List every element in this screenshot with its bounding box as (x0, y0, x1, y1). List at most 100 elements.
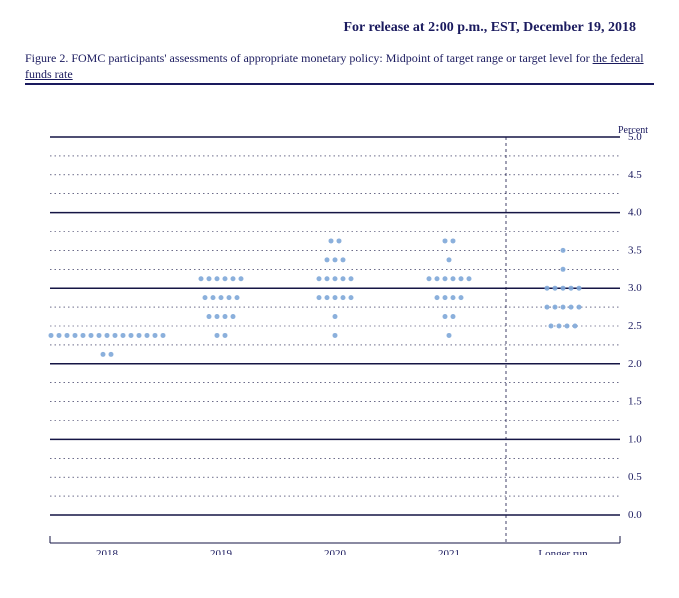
projection-dot (317, 295, 322, 300)
svg-text:3.5: 3.5 (628, 244, 642, 256)
projection-dot (349, 276, 354, 281)
figure-caption: Figure 2. FOMC participants' assessments… (25, 50, 654, 82)
projection-dot (549, 323, 554, 328)
svg-text:2.5: 2.5 (628, 320, 642, 332)
projection-dot (557, 323, 562, 328)
projection-dot (349, 295, 354, 300)
projection-dot (333, 314, 338, 319)
projection-dot (223, 276, 228, 281)
projection-dot (109, 352, 114, 357)
projection-dot (89, 333, 94, 338)
projection-dot (451, 314, 456, 319)
svg-text:0.5: 0.5 (628, 471, 642, 483)
projection-dot (427, 276, 432, 281)
svg-text:Longer run: Longer run (538, 548, 588, 555)
projection-dot (451, 276, 456, 281)
projection-dot (447, 333, 452, 338)
caption-rule (25, 83, 654, 85)
projection-dot (561, 248, 566, 253)
projection-dot (199, 276, 204, 281)
projection-dot (435, 295, 440, 300)
projection-dot (553, 304, 558, 309)
svg-text:2020: 2020 (324, 548, 347, 555)
svg-text:4.5: 4.5 (628, 169, 642, 181)
projection-dot (577, 304, 582, 309)
projection-dot (341, 295, 346, 300)
projection-dot (153, 333, 158, 338)
projection-dot (577, 286, 582, 291)
projection-dot (203, 295, 208, 300)
projection-dot (561, 304, 566, 309)
projection-dot (435, 276, 440, 281)
projection-dot (333, 295, 338, 300)
projection-dot (211, 295, 216, 300)
svg-text:1.5: 1.5 (628, 395, 642, 407)
projection-dot (341, 276, 346, 281)
projection-dot (561, 286, 566, 291)
projection-dot (443, 276, 448, 281)
projection-dot (145, 333, 150, 338)
projection-dot (121, 333, 126, 338)
svg-text:0.0: 0.0 (628, 509, 642, 521)
projection-dot (573, 323, 578, 328)
projection-dot (553, 286, 558, 291)
projection-dot (459, 295, 464, 300)
release-line: For release at 2:00 p.m., EST, December … (25, 20, 654, 36)
projection-dot (569, 304, 574, 309)
projection-dot (467, 276, 472, 281)
projection-dot (113, 333, 118, 338)
projection-dot (137, 333, 142, 338)
projection-dot (215, 314, 220, 319)
projection-dot (545, 286, 550, 291)
projection-dot (97, 333, 102, 338)
projection-dot (207, 276, 212, 281)
projection-dot (443, 295, 448, 300)
projection-dot (161, 333, 166, 338)
projection-dot (561, 267, 566, 272)
svg-text:3.0: 3.0 (628, 282, 642, 294)
projection-dot (81, 333, 86, 338)
projection-dot (337, 238, 342, 243)
projection-dot (443, 314, 448, 319)
projection-dot (451, 295, 456, 300)
projection-dot (569, 286, 574, 291)
projection-dot (65, 333, 70, 338)
projection-dot (325, 295, 330, 300)
projection-dot (235, 295, 240, 300)
projection-dot (215, 276, 220, 281)
svg-text:1.0: 1.0 (628, 433, 642, 445)
projection-dot (333, 257, 338, 262)
projection-dot (333, 276, 338, 281)
projection-dot (231, 276, 236, 281)
projection-dot (215, 333, 220, 338)
projection-dot (49, 333, 54, 338)
projection-dot (317, 276, 322, 281)
projection-dot (101, 352, 106, 357)
projection-dot (341, 257, 346, 262)
projection-dot (129, 333, 134, 338)
projection-dot (73, 333, 78, 338)
projection-dot (329, 238, 334, 243)
svg-text:2018: 2018 (96, 548, 119, 555)
projection-dot (325, 276, 330, 281)
projection-dot (239, 276, 244, 281)
projection-dot (451, 238, 456, 243)
projection-dot (447, 257, 452, 262)
projection-dot (231, 314, 236, 319)
projection-dot (325, 257, 330, 262)
svg-text:5.0: 5.0 (628, 131, 642, 143)
projection-dot (223, 333, 228, 338)
projection-dot (565, 323, 570, 328)
projection-dot (545, 304, 550, 309)
svg-text:2.0: 2.0 (628, 358, 642, 370)
projection-dot (459, 276, 464, 281)
projection-dot (57, 333, 62, 338)
svg-text:2021: 2021 (438, 548, 460, 555)
projection-dot (227, 295, 232, 300)
projection-dot (333, 333, 338, 338)
projection-dot (223, 314, 228, 319)
projection-dot (207, 314, 212, 319)
svg-text:2019: 2019 (210, 548, 233, 555)
caption-text: Figure 2. FOMC participants' assessments… (25, 51, 593, 65)
svg-text:4.0: 4.0 (628, 206, 642, 218)
